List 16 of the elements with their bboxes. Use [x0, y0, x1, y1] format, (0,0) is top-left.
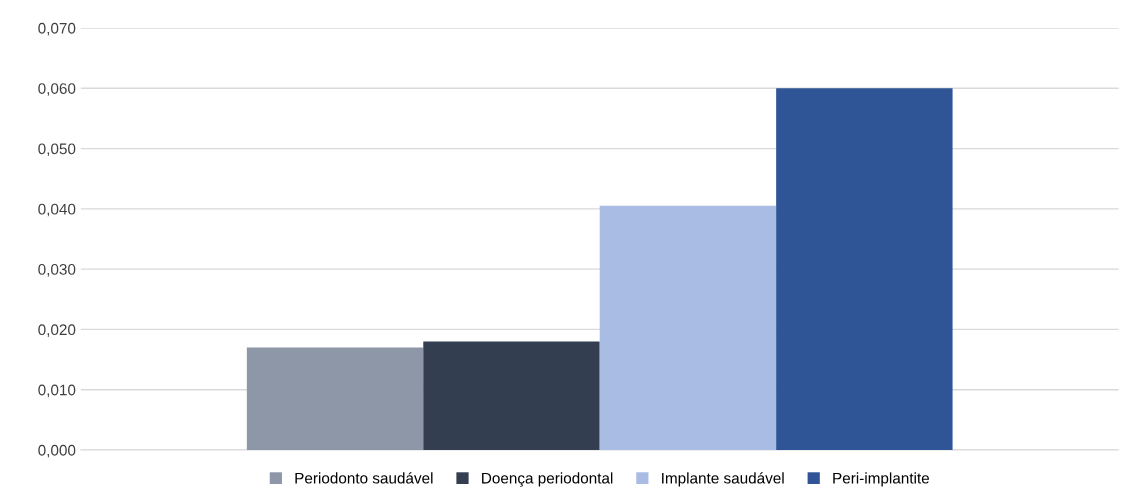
y-tick-label: 0,050	[38, 143, 76, 157]
bar	[246, 347, 424, 450]
y-tick-label: 0,020	[38, 324, 76, 337]
y-tick-label: 0,060	[38, 83, 76, 96]
bar	[776, 88, 953, 450]
y-tick-label: 0,000	[38, 444, 76, 458]
legend-label: Doença periodontal	[482, 472, 613, 487]
bar	[423, 341, 600, 450]
y-tick-label: 0,030	[38, 264, 76, 277]
y-tick-label: 0,010	[38, 384, 76, 398]
y-tick-label: 0,040	[38, 203, 76, 217]
legend-label: Periodonto saudável	[295, 472, 433, 484]
bar	[599, 205, 777, 450]
legend-label: Implante saudável	[662, 472, 784, 487]
y-tick-label: 0,070	[38, 22, 76, 36]
legend-label: Peri-implantite	[833, 472, 929, 487]
